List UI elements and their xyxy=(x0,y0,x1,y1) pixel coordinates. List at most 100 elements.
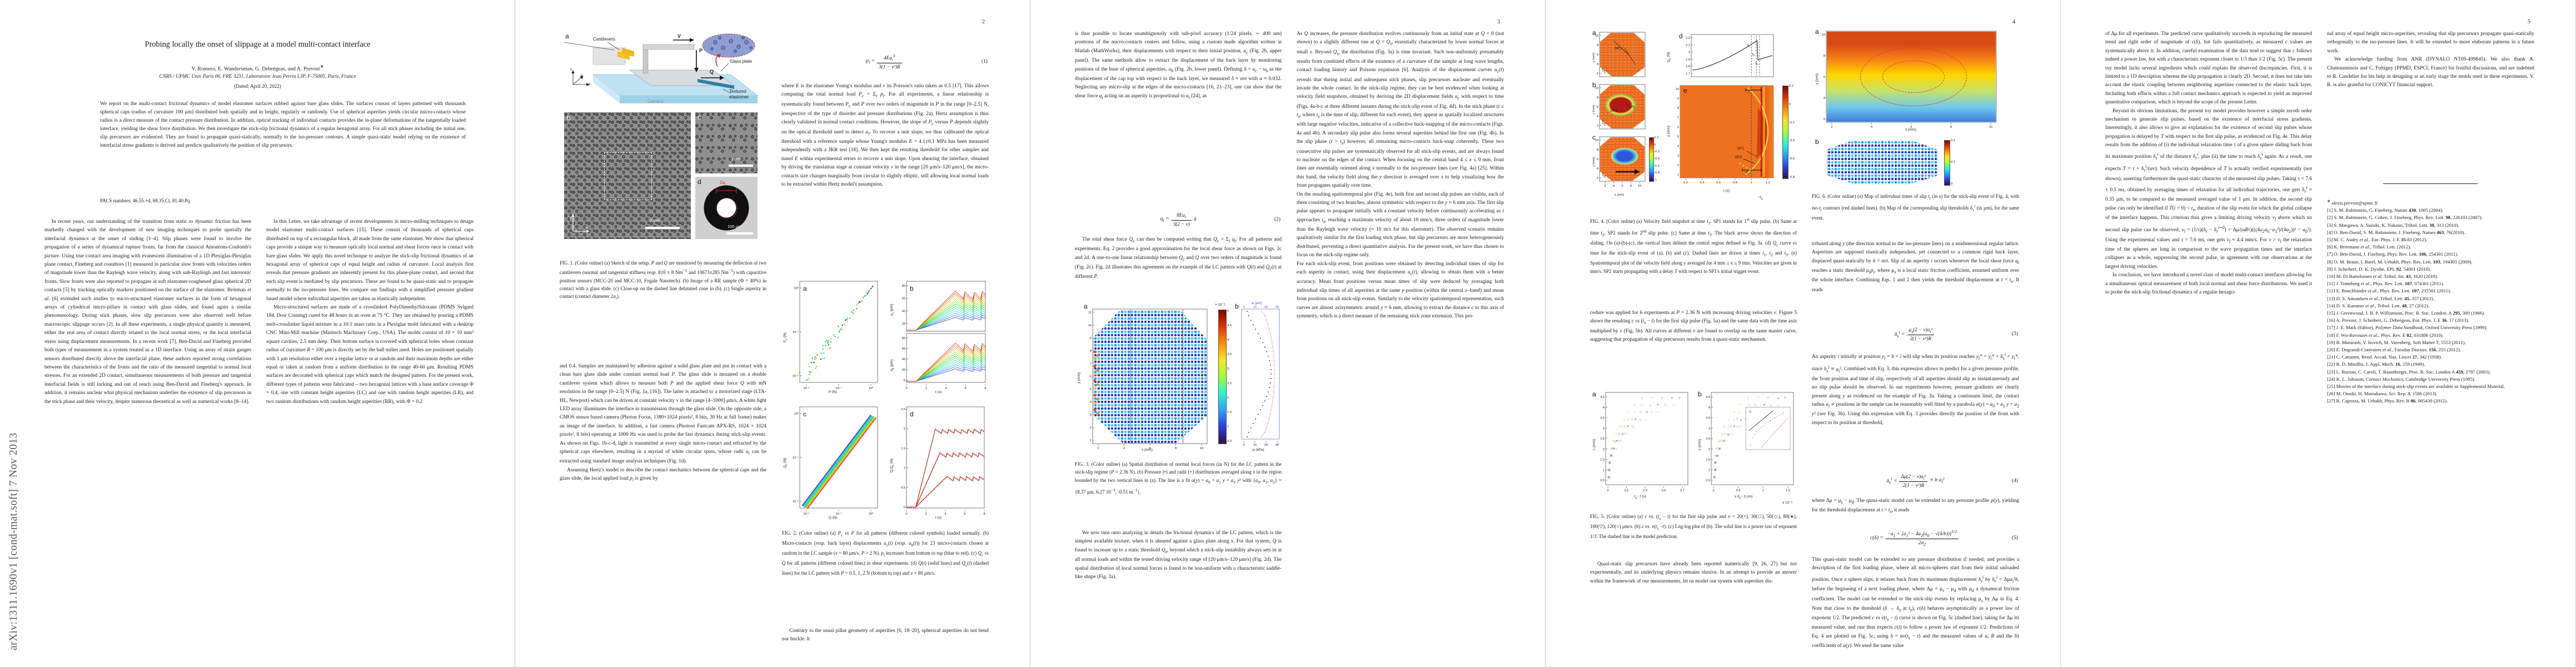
reference-item: [13] D. S. Amundsen et al.,Tribol. Lett.… xyxy=(2327,295,2534,302)
tick-label: 4 xyxy=(1613,185,1615,188)
tick-label: 0.5 xyxy=(1662,489,1666,492)
figure-decor xyxy=(906,334,985,382)
colorbar-tick: 4 xyxy=(1227,339,1232,342)
figure-decor xyxy=(837,337,838,338)
label-sp2-b: SP2 xyxy=(1628,106,1635,109)
tick-label: 4 xyxy=(1090,401,1092,404)
page-number: 3 xyxy=(1497,19,1500,25)
figure-decor xyxy=(826,340,828,341)
tick-label: 6 xyxy=(1677,126,1679,129)
tick-label: 1 xyxy=(1090,439,1092,442)
tick-label: 60 xyxy=(902,297,905,301)
fig6-colorbar-ticks: 0.2 0.1 0 xyxy=(1951,139,1955,186)
scalebar-2mm xyxy=(645,227,680,229)
tick-label: 10 xyxy=(1822,33,1825,37)
tick-label: 3.5 xyxy=(1600,417,1605,420)
figure-decor xyxy=(856,305,858,306)
tick-label: 6 xyxy=(1823,76,1825,79)
tick-label: + xyxy=(1723,425,1725,429)
label-ts: ~ts xyxy=(1758,196,1763,201)
tick-label: ∗ xyxy=(1740,419,1743,422)
paragraph: is thus possible to locate unambiguously… xyxy=(1075,30,1282,102)
fig4-panel-c-map xyxy=(1600,137,1645,181)
equation-2: qi = 8Eai 3(2 − ν) δ (2) xyxy=(1075,212,1282,227)
tick-label: 10⁰ xyxy=(794,412,799,416)
tick-label: 1.5 xyxy=(1706,459,1710,462)
fig2c-ylabel: Qc (N) xyxy=(783,458,788,468)
tick-label: 2 xyxy=(1597,177,1598,180)
fig3b-bottom-label: p (kPa) xyxy=(1253,448,1264,452)
col-left: of Δμ for all experiments. The predicted… xyxy=(2105,30,2312,297)
tick-label: ▽ xyxy=(1640,419,1642,422)
tick-label: 30 xyxy=(1275,306,1279,309)
reference-item: ∗ alexis.prevost@upmc.fr xyxy=(2327,198,2534,207)
figure-decor xyxy=(1774,417,1775,419)
reference-item: [5] M. C. Audry et al., Eur. Phys. J. E … xyxy=(2327,236,2534,243)
panel-letter-d: d xyxy=(697,178,701,186)
reference-item: [27] R. Capozza, M. Urbakh, Phys. Rev. B… xyxy=(2327,397,2534,405)
paper-pages: arXiv:1311.1690v1 [cond-mat.soft] 7 Nov … xyxy=(0,0,2576,667)
tick-label: 2.1 xyxy=(1686,44,1690,47)
figure-decor xyxy=(1754,434,1755,435)
figure-decor xyxy=(1255,419,1256,420)
tick-label: 2 xyxy=(1603,448,1605,451)
paragraph: The total shear force Qc can then be com… xyxy=(1075,236,1282,282)
fig4c-xlabel: x (mm) xyxy=(1615,193,1624,197)
colorbar-tick: 5 xyxy=(1227,310,1232,313)
figure-decor xyxy=(809,366,810,367)
colorbar-tick: -0.4 xyxy=(1654,157,1660,161)
figure-decor xyxy=(1260,410,1261,411)
figure-decor xyxy=(853,312,854,313)
page-3: 3 is thus possible to locate unambiguous… xyxy=(1030,0,1546,667)
paragraph: of Δμ for all experiments. The predicted… xyxy=(2105,30,2312,107)
figure-decor xyxy=(830,341,831,342)
tick-label: 1 xyxy=(1603,469,1605,472)
tick-label: 1 xyxy=(1677,173,1679,177)
reference-item: [7] O. Ben-David, J. Fineberg, Phys. Rev… xyxy=(2327,251,2534,258)
figure-decor xyxy=(828,344,829,345)
tick-label: ◇ xyxy=(1661,397,1663,400)
fig2b-y1label: uc (μm) xyxy=(890,304,895,316)
figure-2: 10⁰ 10⁻¹ 10⁻² 10⁻² 10⁻¹ 10⁰ 80 60 40 20 80 60 40 20 0… xyxy=(781,277,989,527)
colorbar-tick: 0.5 xyxy=(1227,440,1232,443)
figure-decor xyxy=(1262,342,1263,344)
figure-decor xyxy=(865,295,866,296)
column-right-text: where E is the elastomer Young's modulus… xyxy=(781,82,989,189)
panel-letter-a: a xyxy=(1815,28,1819,36)
figure-decor xyxy=(824,358,825,359)
colorbar-tick: 0.2 xyxy=(1654,136,1660,140)
tick-label: ◇ xyxy=(1631,417,1633,421)
figure-decor xyxy=(825,341,826,342)
reference-item: [17] J. E. Mark (Editor), Polymer Data h… xyxy=(2327,324,2534,331)
page-number: 4 xyxy=(2012,19,2015,25)
figure-decor xyxy=(1250,427,1252,429)
tick-label: 8 xyxy=(1175,447,1177,450)
page-4: 4 10 8 6 4 2 a SP1 t1 y (mm) 10 8 6 4 2 b SP1 SP… xyxy=(1546,0,2061,667)
tick-label: 4.5 xyxy=(1706,396,1710,399)
fig3-panel-b-plot: 0 10 20 300 10 20 30++++++++++++++++++++++++++… xyxy=(1238,305,1282,454)
paragraph: In conclusion, we have introduced a nove… xyxy=(2105,271,2312,297)
paragraph: cedure was applied for 6 experiments at … xyxy=(1590,309,1797,345)
scalebar-100um xyxy=(726,232,753,235)
fig2d-xlabel: t (s) xyxy=(935,516,941,520)
fig5b-exp: x 10⁻⁵ xyxy=(1782,500,1792,505)
paragraph: We now turn onto analyzing in details th… xyxy=(1075,529,1282,581)
col-right-a: tributed along y (the direction normal t… xyxy=(1812,240,2019,295)
fig3-colorbar-exp: × 10⁻³ xyxy=(1215,302,1225,307)
tick-label: 10⁰ xyxy=(869,386,874,390)
reference-item: [6] K. Brörmann et al., Tribol. Lett. (2… xyxy=(2327,243,2534,251)
figure-decor xyxy=(814,359,815,360)
tick-label: 4.5 xyxy=(1600,396,1605,399)
tick-label: 10⁻² xyxy=(793,500,799,504)
tick-label: 0.6 xyxy=(1716,181,1721,185)
fig4b-ylabel: y (mm) xyxy=(1592,105,1596,115)
paragraph: Contrary to the usual pillar geometry of… xyxy=(782,627,989,644)
tick-label: 0.4 xyxy=(1700,181,1705,185)
label-T-top: T xyxy=(1748,90,1750,94)
figure-decor xyxy=(809,374,810,375)
fig6-panel-a-map xyxy=(1827,32,1996,122)
tick-label: 1.5 xyxy=(1600,459,1605,462)
fig3-hot-edge xyxy=(1093,349,1100,416)
colorbar-tick: 0 xyxy=(1951,182,1955,186)
col-right-d: This quasi-static model can be extended … xyxy=(1812,556,2019,650)
